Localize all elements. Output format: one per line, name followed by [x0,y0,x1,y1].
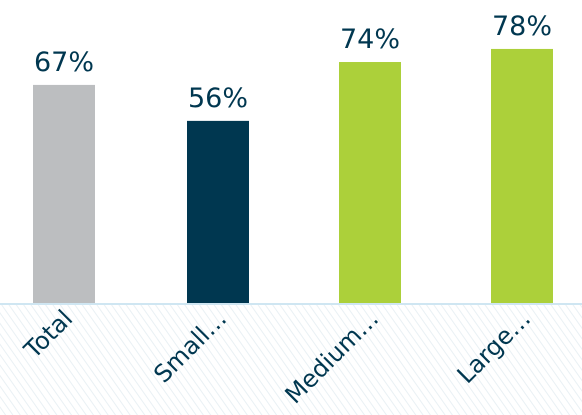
data-labels-group: 67% 56% 74% 78% [34,11,552,114]
bar-3 [339,62,401,304]
data-label-2: 56% [188,83,248,114]
decorative-background-hatch [0,305,582,415]
bar-2 [187,120,249,304]
data-label-4: 78% [492,11,552,42]
data-label-1: 67% [34,47,94,78]
data-label-3: 74% [340,24,400,55]
bars-group [33,48,553,304]
bar-1 [33,84,95,304]
bar-4 [491,48,553,304]
